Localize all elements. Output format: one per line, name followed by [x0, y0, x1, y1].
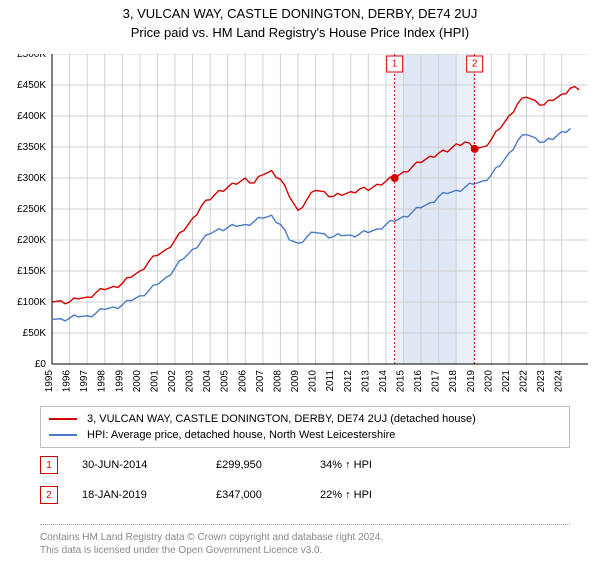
x-tick-label: 2012 [343, 370, 354, 393]
sale-row-2: 2 18-JAN-2019 £347,000 22% ↑ HPI [40, 486, 570, 504]
sale-pct: 34% ↑ HPI [320, 459, 372, 471]
legend-label: 3, VULCAN WAY, CASTLE DONINGTON, DERBY, … [87, 413, 476, 425]
sale-marker-label: 2 [46, 490, 52, 501]
y-tick-label: £450K [17, 80, 46, 91]
x-tick-label: 2000 [132, 370, 143, 393]
sale-date: 30-JUN-2014 [82, 459, 192, 471]
sale-pct: 22% ↑ HPI [320, 489, 372, 501]
marker-label: 1 [392, 59, 398, 70]
x-tick-label: 2018 [448, 370, 459, 393]
series-hpi [52, 128, 570, 321]
x-tick-label: 2006 [237, 370, 248, 393]
footer-line2: This data is licensed under the Open Gov… [40, 544, 570, 557]
legend-line-icon [49, 434, 77, 436]
x-tick-label: 1999 [114, 370, 125, 393]
chart-svg: £0 £50K £100K £150K £200K £250K £300K £350K £400… [8, 54, 592, 394]
x-tick-label: 2020 [483, 370, 494, 393]
legend-label: HPI: Average price, detached house, Nort… [87, 429, 395, 441]
sale-price: £299,950 [216, 459, 296, 471]
marker-label: 2 [472, 59, 478, 70]
x-tick-label: 1996 [62, 370, 73, 393]
legend-item-hpi: HPI: Average price, detached house, Nort… [49, 427, 561, 443]
y-tick-label: £350K [17, 142, 46, 153]
sale-marker-icon: 1 [40, 456, 58, 474]
y-tick-label: £0 [35, 359, 47, 370]
chart-area: £0 £50K £100K £150K £200K £250K £300K £350K £400… [8, 54, 592, 394]
marker-dot-icon [391, 174, 399, 182]
sale-marker-label: 1 [46, 460, 52, 471]
x-tick-label: 1998 [97, 370, 108, 393]
legend-box: 3, VULCAN WAY, CASTLE DONINGTON, DERBY, … [40, 406, 570, 448]
y-tick-label: £100K [17, 297, 46, 308]
y-tick-label: £400K [17, 111, 46, 122]
footer: Contains HM Land Registry data © Crown c… [40, 524, 570, 557]
x-tick-label: 2003 [185, 370, 196, 393]
x-tick-label: 2011 [325, 370, 336, 392]
y-tick-label: £300K [17, 173, 46, 184]
y-tick-label: £50K [23, 328, 47, 339]
x-tick-label: 2010 [308, 370, 319, 393]
sale-marker-icon: 2 [40, 486, 58, 504]
x-tick-label: 2019 [466, 370, 477, 393]
footer-line1: Contains HM Land Registry data © Crown c… [40, 531, 570, 544]
x-tick-label: 1997 [79, 370, 90, 393]
x-tick-label: 2016 [413, 370, 424, 393]
x-tick-label: 1995 [44, 370, 55, 393]
marker-dot-icon [471, 145, 479, 153]
x-tick-label: 2013 [360, 370, 371, 393]
y-tick-label: £250K [17, 204, 46, 215]
x-tick-label: 2005 [220, 370, 231, 393]
x-tick-label: 2008 [272, 370, 283, 393]
y-tick-label: £150K [17, 266, 46, 277]
sale-date: 18-JAN-2019 [82, 489, 192, 501]
x-tick-label: 2009 [290, 370, 301, 393]
legend-item-subject: 3, VULCAN WAY, CASTLE DONINGTON, DERBY, … [49, 411, 561, 427]
x-tick-label: 2014 [378, 370, 389, 393]
x-tick-label: 2004 [202, 370, 213, 393]
x-tick-label: 2015 [395, 370, 406, 393]
x-tick-label: 2007 [255, 370, 266, 393]
x-tick-label: 2017 [431, 370, 442, 393]
x-tick-label: 2024 [554, 370, 565, 393]
page-subtitle: Price paid vs. HM Land Registry's House … [0, 25, 600, 40]
sale-price: £347,000 [216, 489, 296, 501]
y-tick-label: £500K [17, 54, 46, 60]
sale-row-1: 1 30-JUN-2014 £299,950 34% ↑ HPI [40, 456, 570, 474]
x-tick-label: 2001 [149, 370, 160, 393]
x-tick-label: 2023 [536, 370, 547, 393]
page-title: 3, VULCAN WAY, CASTLE DONINGTON, DERBY, … [0, 6, 600, 21]
x-tick-label: 2021 [501, 370, 512, 393]
y-tick-label: £200K [17, 235, 46, 246]
x-tick-label: 2022 [518, 370, 529, 393]
x-tick-label: 2002 [167, 370, 178, 393]
legend-line-icon [49, 418, 77, 420]
